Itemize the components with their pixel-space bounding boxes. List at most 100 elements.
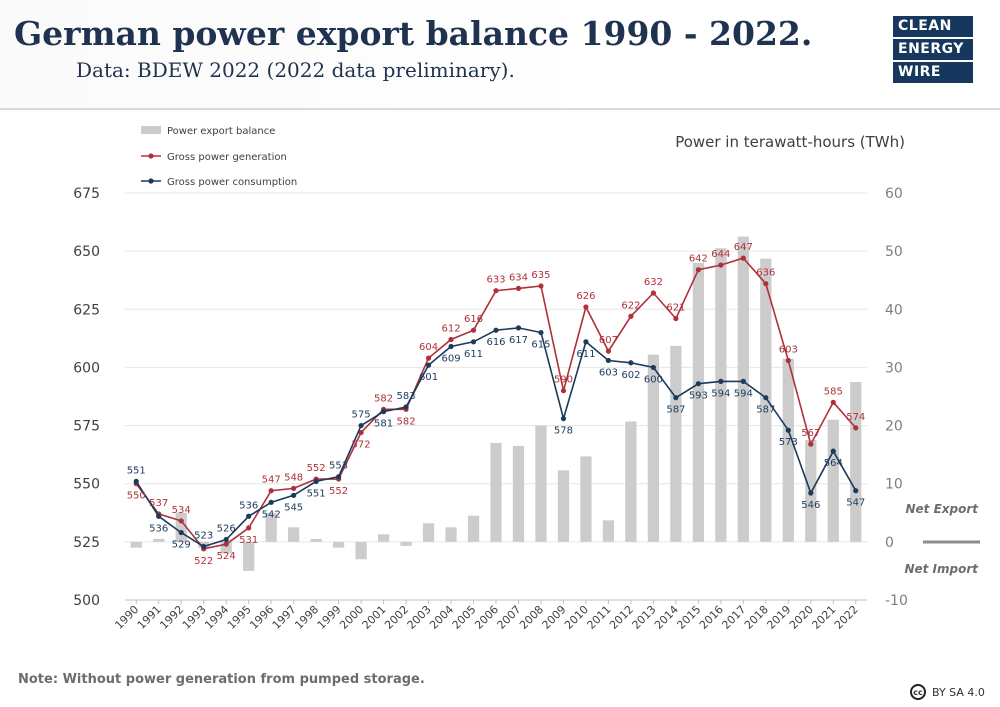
page-title: German power export balance 1990 - 2022.: [14, 14, 813, 53]
y-left-tick-label: 625: [73, 302, 100, 318]
gross-generation-label: 522: [194, 556, 213, 567]
gross-generation-label: 531: [239, 535, 258, 546]
x-tick-label: 2015: [674, 603, 703, 632]
x-tick-label: 2005: [450, 603, 479, 632]
gross-consumption-label: 609: [441, 353, 460, 364]
gross-consumption-label: 551: [307, 488, 326, 499]
gross-generation-label: 537: [149, 498, 168, 509]
gross-consumption-point: [740, 378, 746, 384]
net-export-label: Net Export: [905, 502, 979, 516]
gross-consumption-label: 594: [734, 388, 753, 399]
export-balance-bar: [580, 456, 592, 542]
net-import-label: Net Import: [904, 562, 979, 576]
export-balance-bar: [332, 541, 345, 548]
gross-consumption-label: 602: [621, 370, 640, 381]
gross-generation-point: [223, 541, 229, 547]
header: German power export balance 1990 - 2022.…: [0, 0, 1000, 112]
export-balance-bar: [490, 443, 502, 542]
gross-consumption-point: [493, 327, 499, 333]
y-right-tick-label: 20: [885, 419, 903, 435]
gross-generation-label: 524: [217, 551, 236, 562]
gross-generation-label: 632: [644, 277, 663, 288]
gross-generation-label: 644: [711, 249, 730, 260]
export-balance-bar: [377, 534, 390, 542]
gross-generation-point: [246, 525, 252, 531]
x-tick-label: 2021: [809, 603, 838, 632]
gross-consumption-label: 523: [194, 531, 213, 542]
gross-consumption-label: 601: [419, 372, 438, 383]
gross-consumption-label: 526: [217, 524, 236, 535]
footnote: Note: Without power generation from pump…: [18, 672, 425, 687]
gross-generation-label: 574: [846, 412, 865, 423]
export-balance-bar: [625, 421, 637, 542]
y-left-tick-label: 500: [73, 593, 100, 609]
export-balance-bar: [265, 512, 277, 542]
x-tick-label: 2004: [427, 603, 456, 632]
license: cc BY SA 4.0: [910, 684, 985, 700]
x-tick-label: 2008: [517, 603, 546, 632]
export-balance-bar: [647, 354, 660, 542]
gross-consumption-point: [763, 395, 769, 401]
gross-consumption-label: 573: [779, 437, 798, 448]
gross-generation-label: 534: [172, 505, 191, 516]
logo-line-2: ENERGY: [893, 39, 973, 60]
gross-consumption-label: 581: [374, 419, 393, 430]
gross-generation-point: [583, 304, 589, 310]
y-left-tick-label: 650: [73, 244, 100, 260]
y-right-tick-label: 10: [885, 477, 903, 493]
x-tick-label: 2022: [832, 603, 861, 632]
gross-generation-point: [740, 255, 746, 261]
gross-consumption-point: [448, 343, 454, 350]
export-balance-bar: [737, 236, 749, 542]
x-tick-label: 1992: [157, 603, 186, 632]
gross-consumption-label: 611: [576, 349, 595, 360]
gross-generation-label: 547: [262, 475, 281, 486]
export-balance-bar: [310, 538, 322, 542]
gross-consumption-point: [358, 422, 364, 429]
export-balance-bar: [220, 541, 232, 554]
gross-generation-point: [448, 336, 454, 343]
legend-label: Gross power consumption: [167, 177, 297, 188]
gross-generation-label: 642: [689, 254, 708, 265]
x-tick-label: 1995: [225, 603, 254, 632]
gross-generation-label: 616: [464, 314, 483, 325]
x-tick-label: 2001: [360, 603, 389, 632]
gross-generation-label: 590: [554, 375, 573, 386]
export-balance-bar: [512, 445, 525, 542]
gross-generation-point: [538, 283, 544, 289]
gross-generation-point: [830, 399, 836, 405]
gross-generation-point: [628, 313, 634, 319]
clean-energy-wire-logo: CLEAN ENERGY WIRE: [893, 16, 973, 85]
gross-generation-point: [425, 355, 432, 361]
legend-label: Power export balance: [167, 126, 275, 137]
export-balance-bars: [130, 236, 862, 571]
x-tick-label: 2009: [540, 603, 569, 632]
x-tick-label: 1996: [247, 603, 276, 632]
export-balance-bar: [175, 512, 187, 542]
export-balance-bar: [288, 527, 300, 542]
gross-consumption-point: [853, 488, 859, 494]
logo-line-1: CLEAN: [893, 16, 973, 37]
gross-consumption-label: 542: [262, 509, 281, 520]
export-balance-bar: [692, 262, 704, 542]
y-right-tick-label: 30: [885, 360, 903, 376]
gross-consumption-point: [785, 427, 791, 433]
chart-lines: [133, 255, 859, 552]
gross-consumption-label: 587: [666, 405, 685, 416]
x-tick-label: 2010: [562, 603, 591, 632]
gross-generation-label: 585: [824, 386, 843, 397]
gross-consumption-label: 617: [509, 335, 528, 346]
gross-consumption-label: 575: [352, 410, 371, 421]
gross-consumption-point: [336, 474, 342, 480]
export-balance-bar: [602, 520, 615, 542]
gross-generation-point: [358, 429, 364, 436]
gross-generation-point: [515, 285, 522, 291]
x-tick-label: 2020: [787, 603, 816, 632]
gross-generation-label: 550: [127, 491, 146, 502]
x-tick-label: 1999: [315, 603, 344, 632]
gross-generation-label: 603: [779, 344, 798, 355]
gross-consumption-label: 553: [329, 461, 348, 472]
gross-consumption-point: [673, 395, 679, 401]
x-tick-label: 2018: [742, 603, 771, 632]
export-balance-bar: [782, 358, 794, 542]
